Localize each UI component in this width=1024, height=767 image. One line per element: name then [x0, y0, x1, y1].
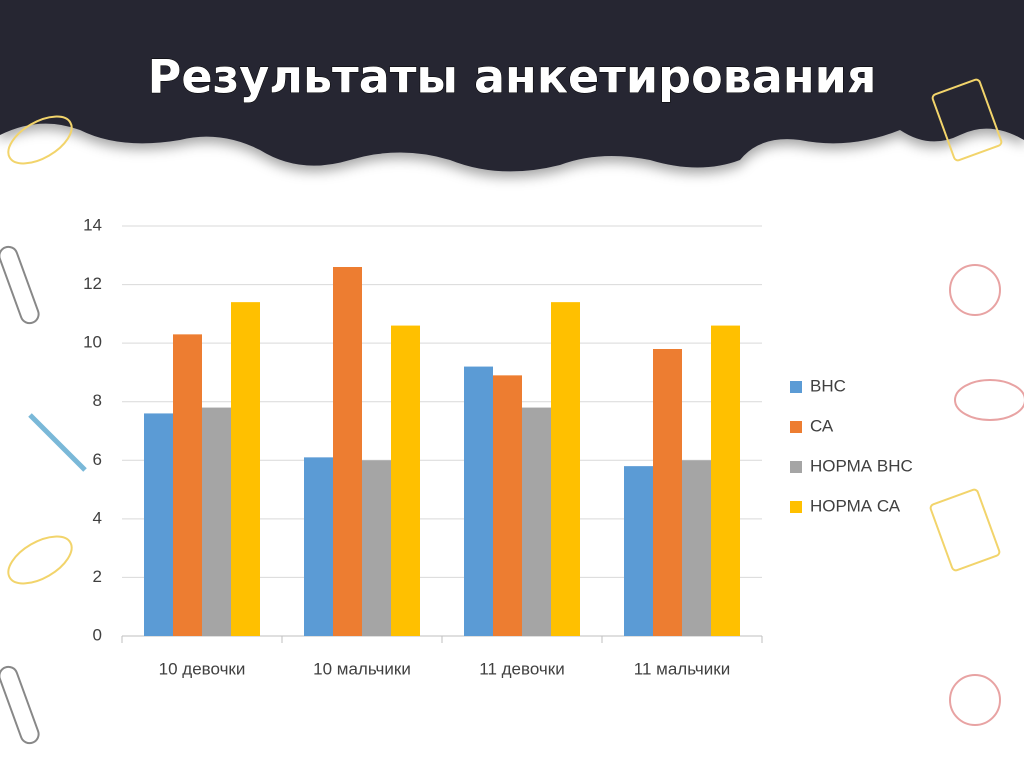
- bar: [173, 334, 202, 636]
- legend-swatch: [790, 421, 802, 433]
- bar: [493, 375, 522, 636]
- y-tick-label: 12: [83, 274, 102, 293]
- bar: [362, 460, 391, 636]
- bar: [144, 413, 173, 636]
- bar: [202, 407, 231, 636]
- y-tick-label: 8: [93, 391, 102, 410]
- legend-swatch: [790, 501, 802, 513]
- bar: [682, 460, 711, 636]
- bar: [304, 457, 333, 636]
- legend-label: НОРМА ВНС: [810, 456, 913, 475]
- legend-label: ВНС: [810, 376, 846, 395]
- y-tick-label: 0: [93, 625, 102, 644]
- bar: [391, 325, 420, 636]
- bar: [711, 325, 740, 636]
- bar: [653, 349, 682, 636]
- y-tick-label: 14: [83, 215, 102, 234]
- chart-title: Результаты анкетирования: [148, 50, 877, 104]
- legend-swatch: [790, 461, 802, 473]
- bar: [333, 267, 362, 636]
- y-tick-label: 6: [93, 450, 102, 469]
- x-tick-label: 11 мальчики: [634, 659, 730, 678]
- legend-label: НОРМА СА: [810, 496, 901, 515]
- y-tick-label: 2: [93, 567, 102, 586]
- plot: 0 2 4 6 8 10 12 14 10 девочки 10 мальчики 11 девоч…: [83, 215, 913, 678]
- x-tick-label: 11 девочки: [479, 659, 564, 678]
- header-banner: [0, 0, 1024, 172]
- x-tick-label: 10 мальчики: [313, 659, 411, 678]
- bar: [551, 302, 580, 636]
- bar: [522, 407, 551, 636]
- decorations: [0, 78, 1024, 745]
- bar: [231, 302, 260, 636]
- x-tick-label: 10 девочки: [159, 659, 246, 678]
- bar: [624, 466, 653, 636]
- legend-label: СА: [810, 416, 834, 435]
- legend-swatch: [790, 381, 802, 393]
- bar: [464, 366, 493, 636]
- y-tick-label: 4: [93, 508, 102, 527]
- y-tick-label: 10: [83, 333, 102, 352]
